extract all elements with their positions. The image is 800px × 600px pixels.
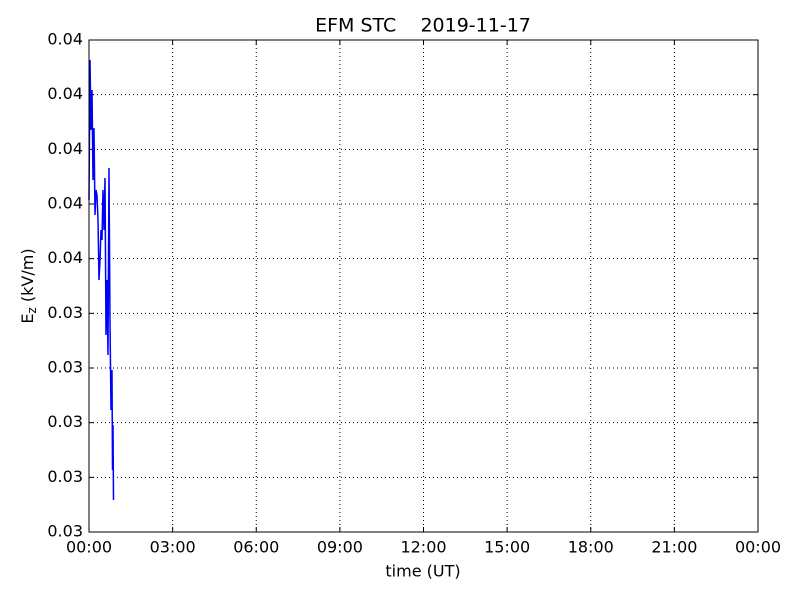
y-tick-label: 0.03 <box>47 412 83 431</box>
y-tick-label: 0.03 <box>47 522 83 541</box>
chart-title: EFM STC 2019-11-17 <box>315 15 531 37</box>
x-tick-label: 15:00 <box>484 538 530 557</box>
y-tick-label: 0.03 <box>47 358 83 377</box>
y-tick-label: 0.04 <box>47 139 83 158</box>
x-tick-label: 03:00 <box>150 538 196 557</box>
y-tick-label: 0.04 <box>47 84 83 103</box>
y-axis-label: Ez (kV/m) <box>18 248 39 323</box>
plot-frame <box>88 39 759 533</box>
y-tick-label: 0.03 <box>47 303 83 322</box>
y-tick-label: 0.03 <box>47 467 83 486</box>
x-tick-label: 12:00 <box>400 538 446 557</box>
y-tick-label: 0.04 <box>47 30 83 49</box>
x-tick-label: 18:00 <box>568 538 614 557</box>
data-line <box>88 59 115 500</box>
y-tick-label: 0.04 <box>47 248 83 267</box>
x-tick-label: 06:00 <box>233 538 279 557</box>
y-tick-label: 0.04 <box>47 194 83 213</box>
x-tick-label: 00:00 <box>735 538 781 557</box>
x-axis-label: time (UT) <box>385 562 460 581</box>
x-tick-label: 21:00 <box>651 538 697 557</box>
x-tick-label: 09:00 <box>317 538 363 557</box>
x-tick-label: 00:00 <box>66 538 112 557</box>
